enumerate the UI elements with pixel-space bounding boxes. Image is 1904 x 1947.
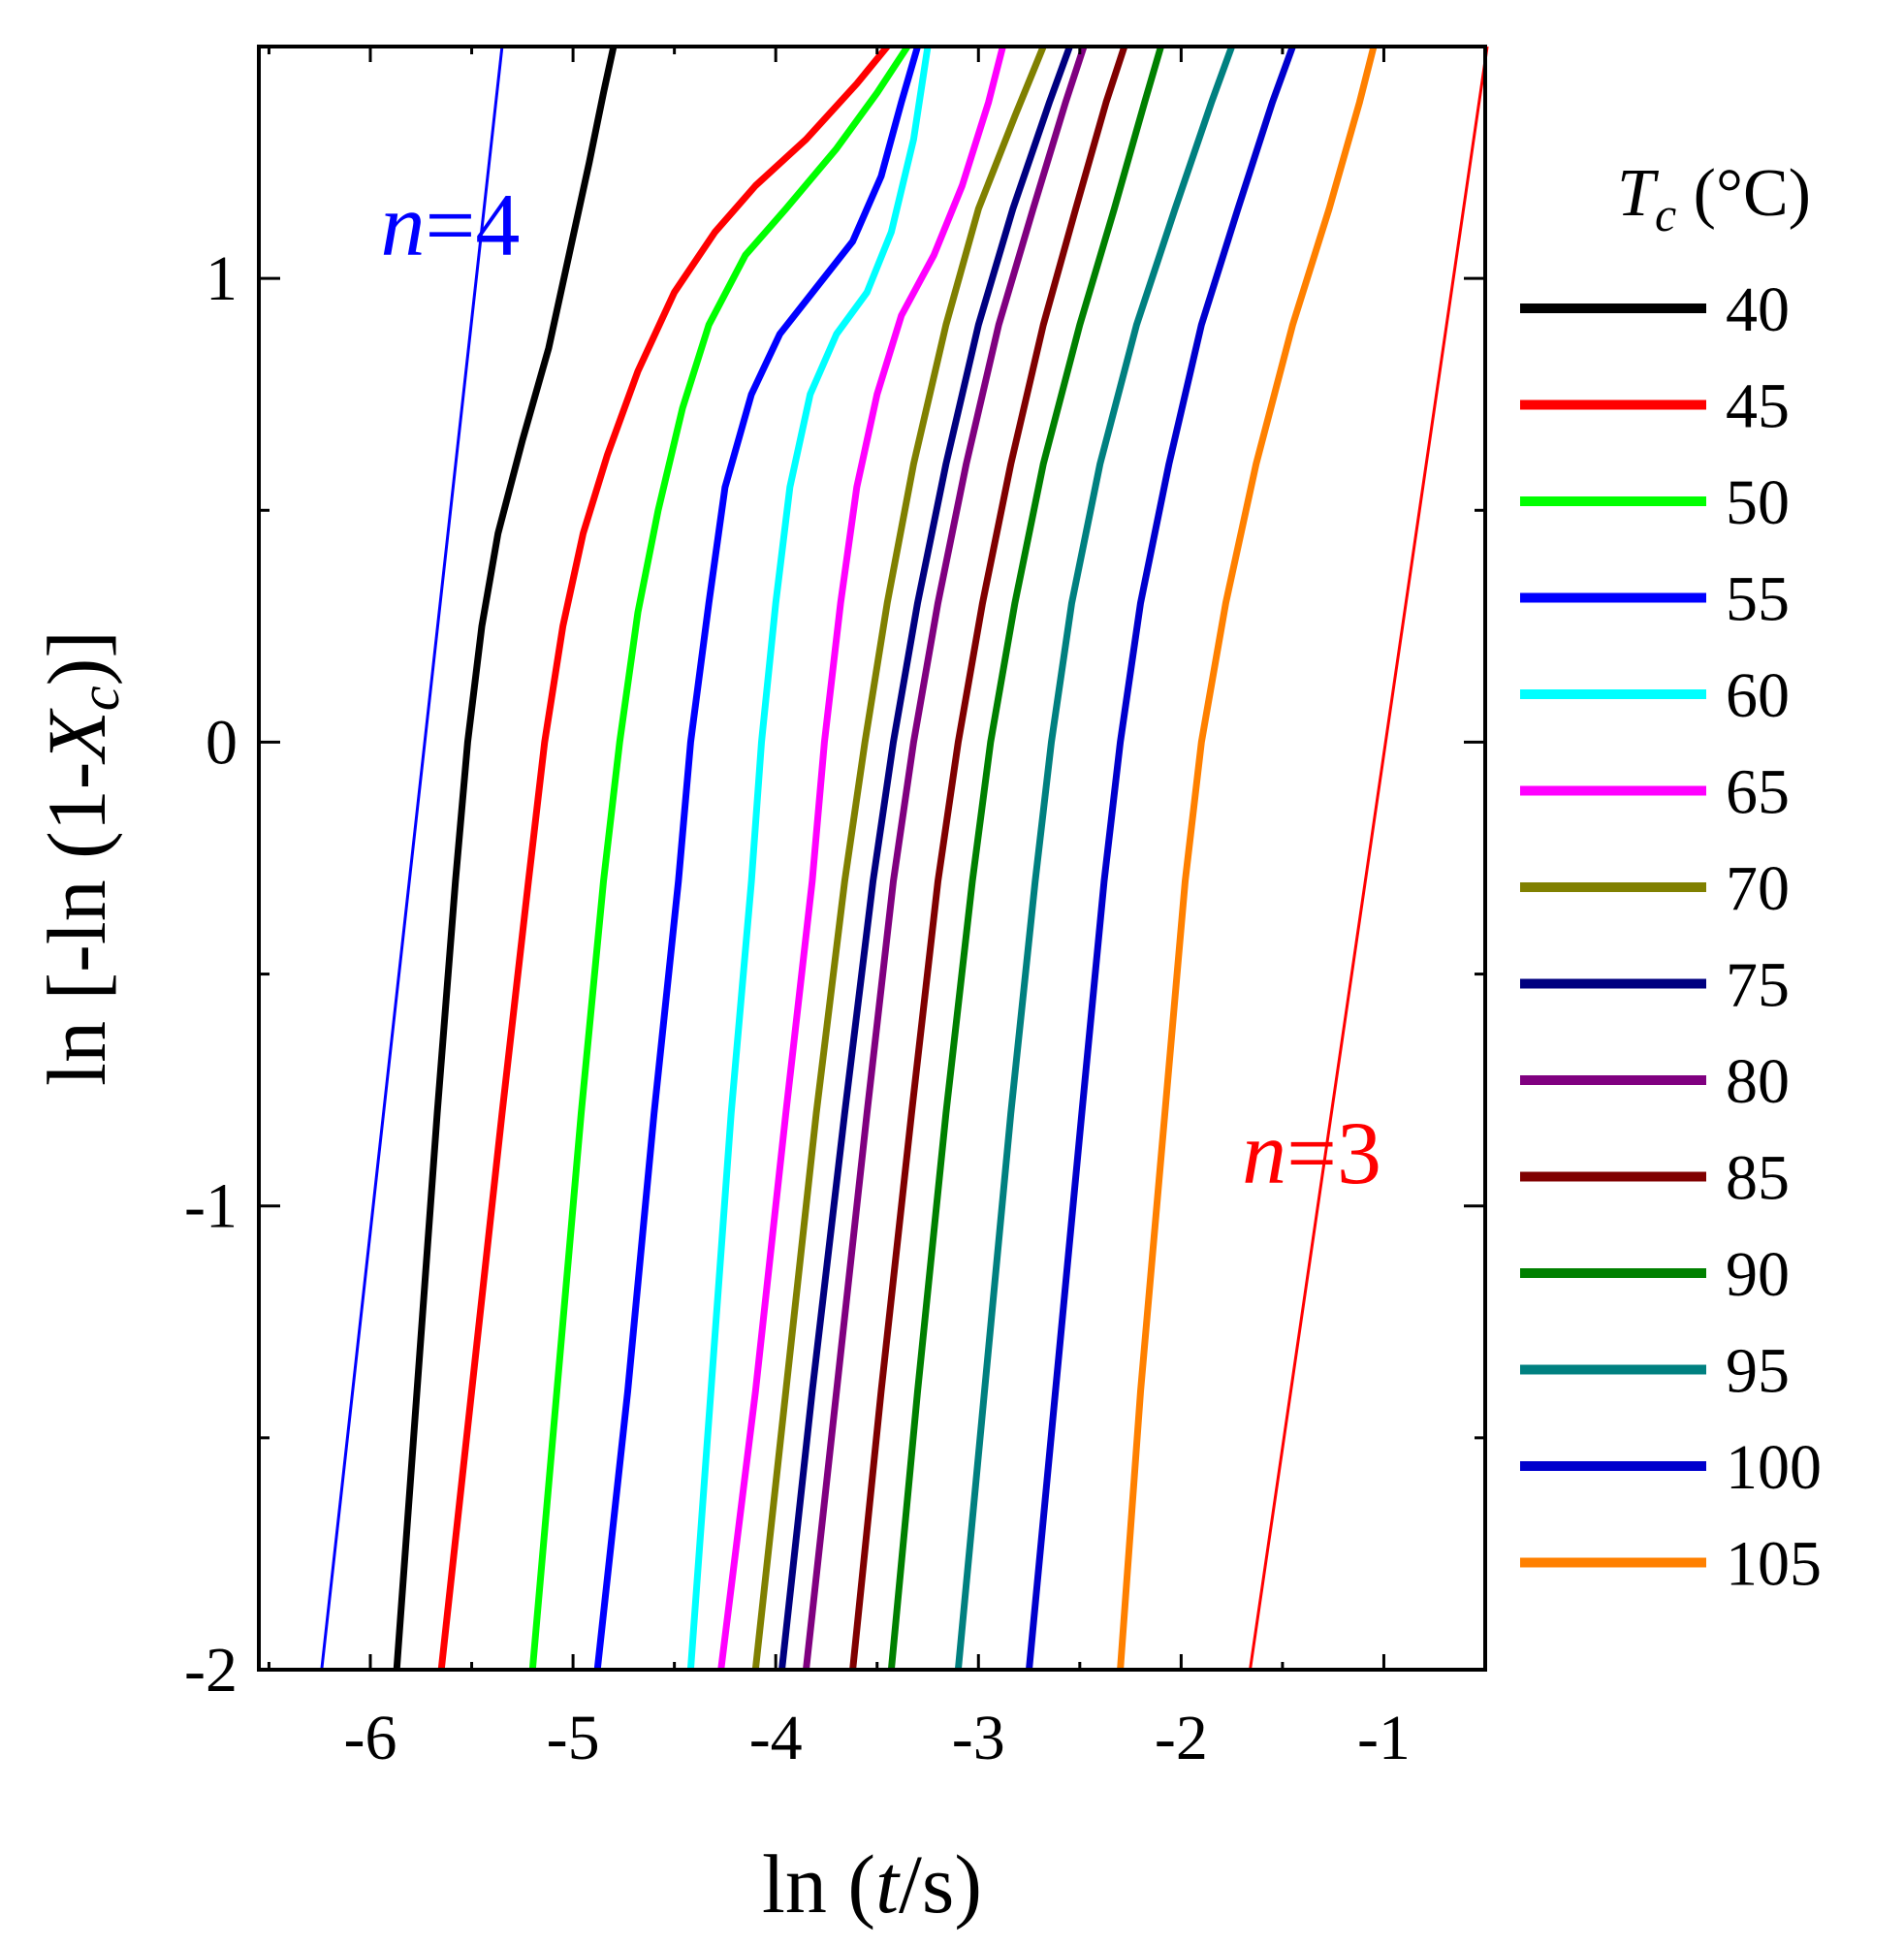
- series-line-100: [1026, 45, 1296, 1671]
- annotation-n-eq-4: n=4: [380, 176, 520, 274]
- legend-label-80: 80: [1726, 1046, 1790, 1117]
- series-line-60: [686, 46, 932, 1671]
- x-tick-label: -2: [1155, 1703, 1208, 1773]
- legend-label-105: 105: [1726, 1529, 1822, 1600]
- y-tick-label: 0: [206, 707, 238, 778]
- legend-label-60: 60: [1726, 660, 1790, 731]
- y-tick-label: 1: [206, 243, 238, 314]
- series-line-55: [593, 46, 921, 1671]
- y-axis-ticks: -2 -1 0 1: [184, 45, 1485, 1706]
- x-axis-label: ln (t/s): [762, 1837, 982, 1931]
- legend-label-40: 40: [1726, 274, 1790, 345]
- legend-label-45: 45: [1726, 371, 1790, 442]
- series-line-50: [528, 45, 911, 1671]
- legend-label-95: 95: [1726, 1336, 1790, 1407]
- legend-label-90: 90: [1726, 1239, 1790, 1310]
- plot-frame: [257, 45, 1487, 1672]
- series-line-40: [393, 46, 618, 1671]
- legend-label-75: 75: [1726, 950, 1790, 1021]
- series-line-65: [717, 46, 1006, 1671]
- legend-label-65: 65: [1726, 757, 1790, 828]
- series-line-75: [778, 45, 1073, 1671]
- series-line-45: [437, 44, 890, 1671]
- annotations-layer: n=4 n=3: [380, 176, 1381, 1202]
- reference-line-n=4: [320, 46, 504, 1671]
- x-tick-label: -3: [952, 1703, 1005, 1773]
- x-tick-label: -6: [344, 1703, 397, 1773]
- reference-lines-layer: [320, 46, 1489, 1671]
- legend-label-70: 70: [1726, 853, 1790, 924]
- series-line-105: [1117, 46, 1378, 1671]
- series-line-70: [751, 45, 1047, 1671]
- x-tick-label: -4: [749, 1703, 803, 1773]
- series-line-80: [803, 45, 1088, 1671]
- x-axis-ticks: -6 -5 -4 -3 -2 -1: [267, 47, 1487, 1773]
- series-line-95: [954, 45, 1235, 1671]
- y-tick-label: -2: [184, 1635, 238, 1706]
- x-tick-label: -5: [547, 1703, 600, 1773]
- legend: 40 45 50 55 60 65 70 75 80 85 90 95 100 105: [1520, 274, 1822, 1600]
- reference-line-n=3: [1249, 46, 1489, 1671]
- annotation-n-eq-3: n=3: [1242, 1103, 1381, 1202]
- y-axis-label: ln [-ln (1-Xc)]: [30, 630, 131, 1086]
- legend-label-55: 55: [1726, 564, 1790, 635]
- legend-title: Tc (°C): [1617, 156, 1811, 241]
- y-tick-label: -1: [184, 1171, 238, 1242]
- legend-label-100: 100: [1726, 1432, 1822, 1503]
- legend-label-85: 85: [1726, 1143, 1790, 1214]
- x-tick-label: -1: [1357, 1703, 1411, 1773]
- series-layer: [393, 44, 1378, 1671]
- legend-label-50: 50: [1726, 467, 1790, 538]
- series-line-90: [887, 46, 1164, 1671]
- series-line-85: [849, 45, 1128, 1671]
